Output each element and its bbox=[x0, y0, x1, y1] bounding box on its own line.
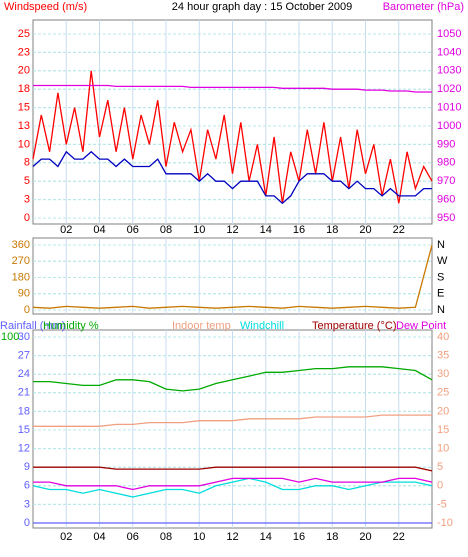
x-tick-label: 10 bbox=[193, 531, 205, 543]
y-tick-label: 180 bbox=[12, 271, 30, 283]
legend-entry: Indoor temp bbox=[172, 320, 231, 332]
series-line bbox=[32, 244, 433, 309]
y-tick-label: 18 bbox=[18, 405, 30, 417]
y2-tick-label: 1010 bbox=[437, 102, 461, 114]
x-tick-label: 20 bbox=[359, 224, 371, 236]
legend-entry: Dew Point bbox=[396, 320, 446, 332]
y2-tick-label: 35 bbox=[437, 350, 449, 362]
x-tick-label: 04 bbox=[93, 224, 105, 236]
legend-entry: Rainfall (mm) bbox=[0, 320, 65, 332]
y2-tick-label: 0 bbox=[437, 480, 443, 492]
y2-tick-label: 20 bbox=[437, 405, 449, 417]
x-tick-label: 06 bbox=[127, 224, 139, 236]
y2-tick-label: -5 bbox=[437, 498, 447, 510]
x-tick-label: 10 bbox=[193, 224, 205, 236]
series-line bbox=[33, 84, 432, 93]
y2-tick-label: 1000 bbox=[437, 120, 461, 132]
series-line bbox=[33, 466, 433, 472]
y2-tick-label: 980 bbox=[437, 157, 455, 169]
y-tick-label: 24 bbox=[18, 368, 30, 380]
series-line bbox=[32, 150, 432, 205]
y2-tick-label: 970 bbox=[437, 175, 455, 187]
series-line bbox=[32, 70, 433, 204]
y2-tick-label: 1030 bbox=[437, 65, 461, 77]
x-tick-label: 14 bbox=[260, 531, 272, 543]
x-tick-label: 08 bbox=[160, 224, 172, 236]
y-tick-label: 10 bbox=[18, 138, 30, 150]
y-tick-label: 3 bbox=[24, 498, 30, 510]
y-tick-label: 0 bbox=[24, 212, 30, 224]
y2-tick-label: 40 bbox=[437, 331, 449, 343]
series-line bbox=[32, 477, 433, 498]
y-tick-label: 3 bbox=[24, 194, 30, 206]
y-tick-label: 15 bbox=[18, 424, 30, 436]
y-tick-label: 8 bbox=[24, 157, 30, 169]
x-tick-label: 02 bbox=[60, 531, 72, 543]
y-tick-label: 9 bbox=[24, 461, 30, 473]
y-tick-label: 0 bbox=[24, 517, 30, 529]
series-line bbox=[33, 477, 433, 491]
x-tick-label: 08 bbox=[160, 531, 172, 543]
y-tick-label: 6 bbox=[24, 480, 30, 492]
y2-tick-label: -10 bbox=[437, 517, 453, 529]
y-tick-label: 270 bbox=[12, 255, 30, 267]
y2-tick-label: 1020 bbox=[437, 83, 461, 95]
y2-tick-label: 960 bbox=[437, 194, 455, 206]
y-tick-label: 25 bbox=[18, 28, 30, 40]
y-tick-label: 360 bbox=[12, 239, 30, 251]
y2-tick-label: 15 bbox=[437, 424, 449, 436]
legend-entry: Humidity % bbox=[43, 320, 99, 332]
y2-tick-label: 5 bbox=[437, 461, 443, 473]
x-tick-label: 02 bbox=[60, 224, 72, 236]
y2-tick-label: 950 bbox=[437, 212, 455, 224]
y2-tick-label: 990 bbox=[437, 138, 455, 150]
x-tick-label: 12 bbox=[226, 531, 238, 543]
x-tick-label: 22 bbox=[393, 224, 405, 236]
y2-tick-label: N bbox=[437, 304, 445, 316]
y2-tick-label: E bbox=[437, 288, 444, 300]
x-tick-label: 22 bbox=[393, 531, 405, 543]
x-tick-label: 14 bbox=[260, 224, 272, 236]
y-tick-label: 0 bbox=[24, 304, 30, 316]
x-tick-label: 20 bbox=[359, 531, 371, 543]
y-tick-label: 21 bbox=[18, 387, 30, 399]
y-tick-label: 90 bbox=[18, 288, 30, 300]
y-tick-label: 5 bbox=[24, 175, 30, 187]
x-tick-label: 06 bbox=[127, 531, 139, 543]
y3-tick-label: 100 bbox=[1, 331, 19, 343]
x-tick-label: 12 bbox=[226, 224, 238, 236]
y-tick-label: 13 bbox=[18, 120, 30, 132]
y-tick-label: 18 bbox=[18, 83, 30, 95]
series-line bbox=[33, 366, 433, 392]
x-tick-label: 18 bbox=[326, 531, 338, 543]
x-tick-label: 16 bbox=[293, 224, 305, 236]
series-line bbox=[33, 414, 432, 427]
y2-tick-label: N bbox=[437, 239, 445, 251]
y-tick-label: 23 bbox=[18, 46, 30, 58]
y-tick-label: 20 bbox=[18, 65, 30, 77]
y-tick-label: 27 bbox=[18, 350, 30, 362]
y2-tick-label: 1050 bbox=[437, 28, 461, 40]
y-tick-label: 30 bbox=[18, 331, 30, 343]
axis-title: Barometer (hPa) bbox=[383, 1, 464, 13]
y2-tick-label: 30 bbox=[437, 368, 449, 380]
y2-tick-label: W bbox=[437, 255, 448, 267]
y2-tick-label: 10 bbox=[437, 443, 449, 455]
axis-title: Windspeed (m/s) bbox=[4, 1, 87, 13]
chart-title: 24 hour graph day : 15 October 2009 bbox=[172, 1, 352, 13]
x-tick-label: 18 bbox=[326, 224, 338, 236]
y2-tick-label: 1040 bbox=[437, 46, 461, 58]
y2-tick-label: S bbox=[437, 271, 444, 283]
legend-entry: Windchill bbox=[240, 320, 284, 332]
x-tick-label: 04 bbox=[93, 531, 105, 543]
legend-entry: Temperature (°C) bbox=[312, 320, 396, 332]
y2-tick-label: 25 bbox=[437, 387, 449, 399]
y-tick-label: 15 bbox=[18, 102, 30, 114]
y-tick-label: 12 bbox=[18, 443, 30, 455]
x-tick-label: 16 bbox=[293, 531, 305, 543]
